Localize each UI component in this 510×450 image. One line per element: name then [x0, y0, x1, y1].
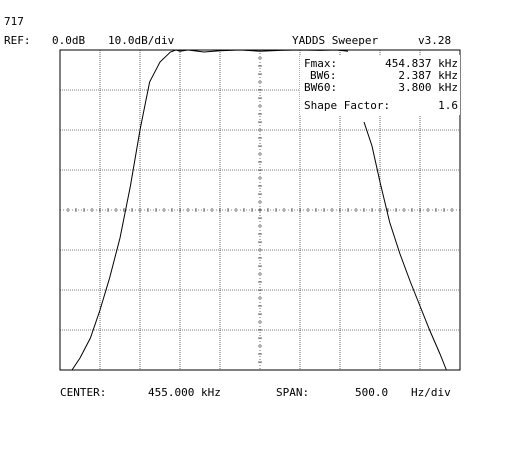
plot-grid [59, 49, 461, 371]
shape-factor-value: 1.6 [438, 99, 458, 112]
center-label: CENTER: [60, 386, 107, 399]
readout-shape-factor: Shape Factor: 1.6 [304, 100, 458, 112]
app-title: YADDS Sweeper [292, 34, 379, 47]
ref-level: 0.0dB [52, 34, 86, 47]
readout-bw6: BW6: 2.387 kHz [304, 70, 458, 82]
response-trace-2 [363, 121, 447, 371]
bw6-label: BW6: [310, 69, 337, 82]
shape-factor-label: Shape Factor: [304, 99, 391, 112]
bw60-value: 3.800 kHz [398, 81, 458, 94]
readout-bw60: BW60: 3.800 kHz [304, 82, 458, 94]
response-trace-1 [71, 49, 349, 371]
span-unit: Hz/div [411, 386, 451, 399]
bw60-label: BW60: [304, 81, 338, 94]
scale-per-div: 10.0dB/div [108, 34, 175, 47]
bw6-value: 2.387 kHz [398, 69, 458, 82]
app-version: v3.28 [418, 34, 452, 47]
fmax-value: 454.837 kHz [385, 57, 458, 70]
readout-fmax: Fmax: 454.837 kHz [304, 58, 458, 70]
plot-traces [71, 49, 447, 371]
sweep-id: 717 [4, 15, 24, 28]
span-label: SPAN: [276, 386, 310, 399]
fmax-label: Fmax: [304, 57, 338, 70]
span-value: 500.0 [355, 386, 389, 399]
ref-label: REF: [4, 34, 31, 47]
center-value: 455.000 kHz [148, 386, 221, 399]
readout-panel [300, 55, 460, 115]
